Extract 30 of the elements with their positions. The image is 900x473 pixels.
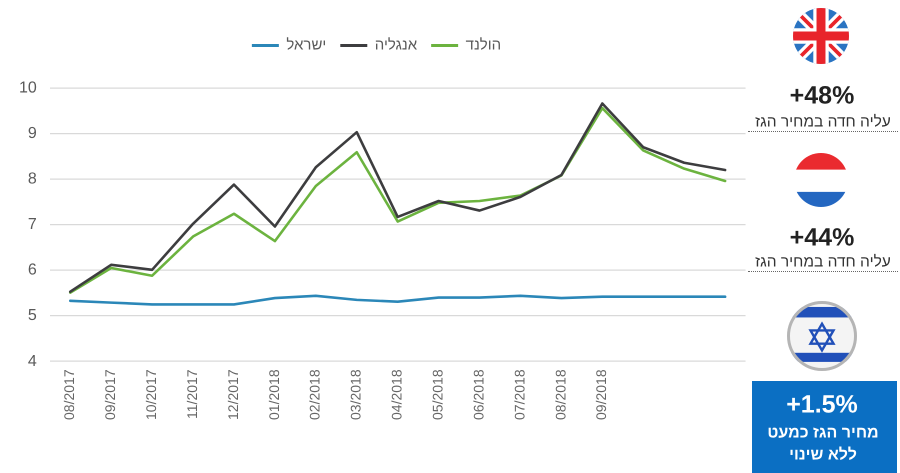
y-tick-label: 8 (28, 170, 37, 188)
y-tick-label: 10 (19, 79, 37, 96)
x-tick-label: 10/2017 (142, 369, 159, 420)
x-tick-label: 09/2018 (593, 369, 610, 420)
y-tick-label: 7 (28, 216, 37, 234)
x-tick-label: 08/2018 (552, 369, 568, 420)
text: מחיר הגז כמעט ללא שינוי (766, 423, 880, 465)
x-tick-label: 07/2018 (511, 369, 528, 420)
x-tick-label: 03/2018 (348, 369, 364, 420)
x-tick-label: 01/2018 (266, 369, 282, 420)
legend-label: ישראל (286, 36, 326, 54)
text: +48% (790, 81, 854, 110)
y-tick-label: 5 (28, 307, 37, 324)
x-tick-label: 04/2018 (388, 369, 405, 420)
legend-label: הולנד (466, 36, 502, 54)
x-tick-label: 12/2017 (224, 369, 241, 420)
y-tick-label: 4 (28, 352, 37, 370)
x-tick-label: 08/2017 (61, 369, 78, 420)
text: +1.5% (786, 390, 858, 419)
x-tick-label: 06/2018 (470, 369, 486, 420)
legend-label: אנגליה (374, 36, 418, 54)
x-tick-label: 09/2017 (102, 369, 118, 420)
text: עליה חדה במחיר הגז (755, 113, 891, 131)
text: +44% (790, 223, 854, 252)
y-tick-label: 6 (28, 262, 37, 279)
x-tick-label: 05/2018 (429, 369, 446, 420)
y-tick-label: 9 (28, 124, 37, 142)
text: עליה חדה במחיר הגז (755, 253, 891, 271)
x-tick-label: 02/2018 (306, 369, 323, 420)
x-tick-label: 11/2017 (184, 369, 200, 419)
